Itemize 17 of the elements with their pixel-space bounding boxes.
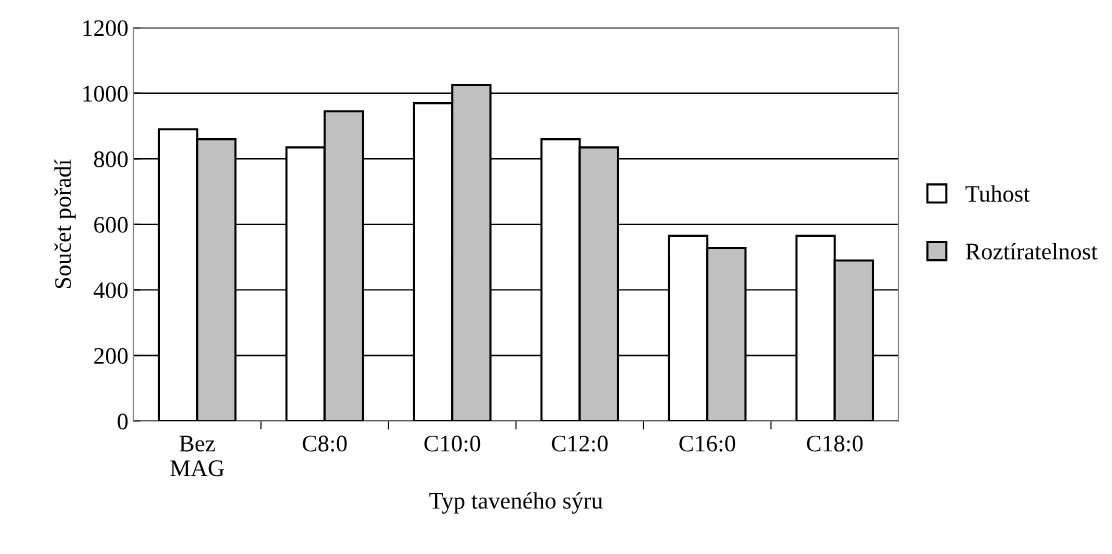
y-tick-label: 800 [94, 151, 128, 168]
legend-label: Tuhost [965, 185, 1030, 202]
x-tick-label: C8:0 [302, 435, 347, 452]
x-tick-label: C18:0 [806, 435, 863, 452]
y-tick-label: 600 [94, 216, 128, 233]
x-tick-label: C10:0 [424, 435, 481, 452]
y-tick-label: 0 [117, 413, 128, 430]
x-axis-title: Typ taveného sýru [429, 492, 603, 514]
y-tick-label: 400 [93, 282, 128, 299]
y-tick-label: 200 [94, 347, 128, 364]
x-tick-label: C12:0 [551, 435, 608, 452]
legend-label: Roztíratelnost [965, 242, 1098, 260]
y-axis-title: Součet pořadí [54, 159, 76, 289]
x-tick-label: Bez MAG [170, 435, 224, 477]
y-tick-label: 1000 [83, 85, 128, 102]
x-tick-label: C16:0 [679, 435, 736, 452]
y-tick-label: 1200 [83, 20, 128, 37]
